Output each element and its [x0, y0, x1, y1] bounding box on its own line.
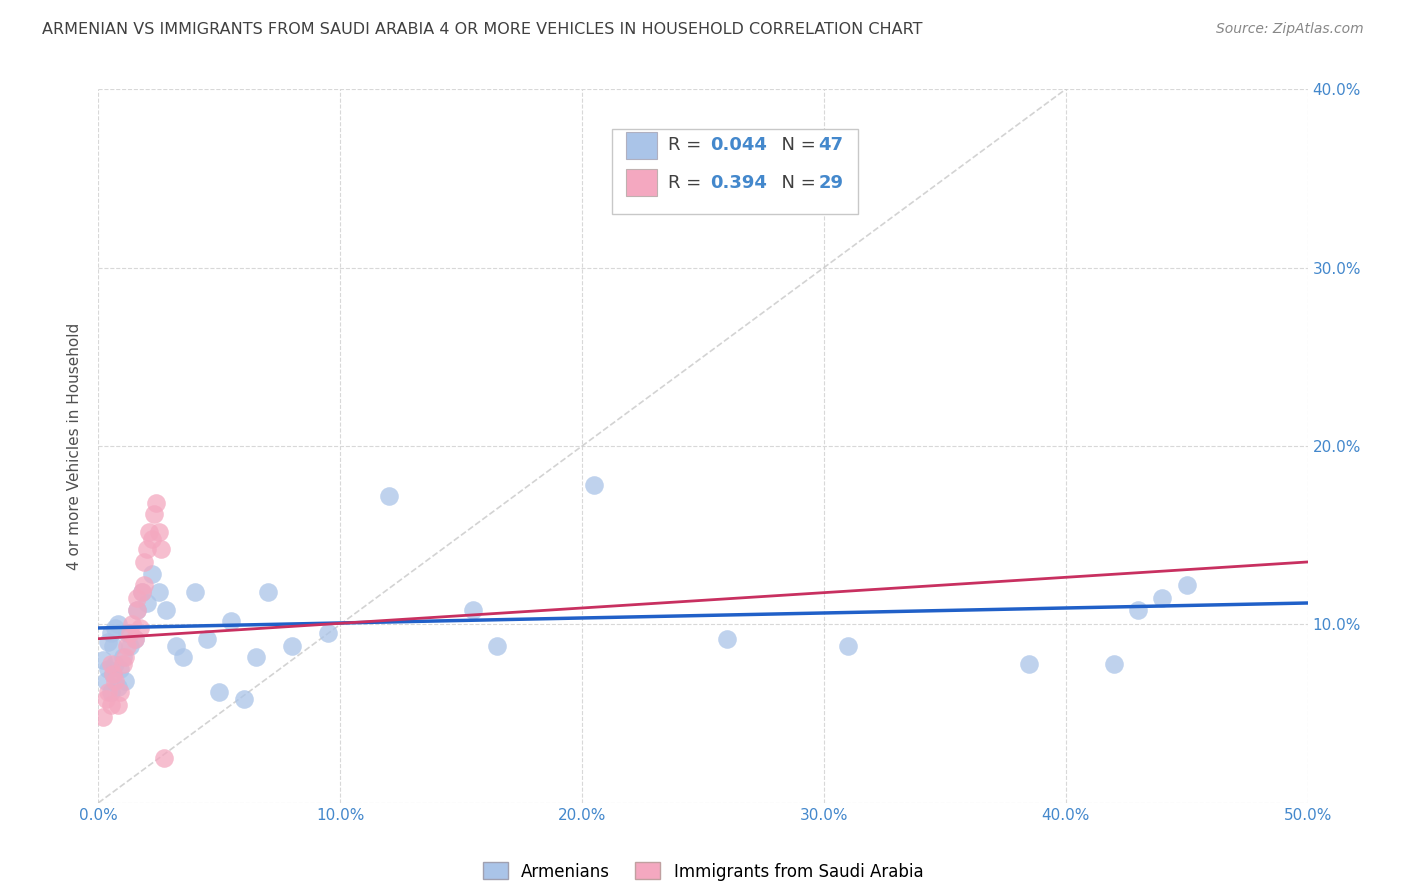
Point: [583, 478, 606, 492]
Text: ARMENIAN VS IMMIGRANTS FROM SAUDI ARABIA 4 OR MORE VEHICLES IN HOUSEHOLD CORRELA: ARMENIAN VS IMMIGRANTS FROM SAUDI ARABIA…: [42, 22, 922, 37]
Point: [138, 524, 160, 539]
Point: [104, 621, 127, 635]
Point: [155, 603, 177, 617]
Point: [135, 596, 157, 610]
Text: 47: 47: [818, 136, 844, 154]
Point: [108, 662, 131, 676]
Point: [148, 524, 170, 539]
Point: [104, 674, 127, 689]
Point: [131, 585, 153, 599]
Point: [184, 585, 207, 599]
Text: Source: ZipAtlas.com: Source: ZipAtlas.com: [1216, 22, 1364, 37]
Point: [1018, 657, 1040, 671]
Point: [232, 692, 254, 706]
Point: [114, 674, 136, 689]
Point: [141, 567, 163, 582]
Point: [150, 542, 173, 557]
Point: [1152, 591, 1174, 605]
Point: [143, 507, 166, 521]
Point: [97, 685, 120, 699]
Point: [101, 639, 124, 653]
Point: [108, 685, 131, 699]
Point: [91, 710, 114, 724]
Point: [100, 626, 122, 640]
Point: [172, 649, 194, 664]
Point: [104, 657, 127, 671]
Point: [101, 667, 124, 681]
Point: [128, 621, 150, 635]
Point: [127, 603, 149, 617]
Point: [117, 626, 139, 640]
Point: [94, 674, 117, 689]
Point: [165, 639, 187, 653]
Point: [134, 555, 156, 569]
Point: [100, 685, 122, 699]
Text: N =: N =: [770, 174, 823, 192]
Point: [135, 542, 157, 557]
Point: [141, 532, 163, 546]
Point: [111, 657, 134, 671]
Point: [107, 617, 129, 632]
Point: [124, 632, 146, 646]
Point: [152, 751, 174, 765]
Point: [97, 635, 120, 649]
Text: 29: 29: [818, 174, 844, 192]
Point: [148, 585, 170, 599]
Point: [208, 685, 231, 699]
Point: [195, 632, 218, 646]
Point: [716, 632, 738, 646]
Point: [127, 591, 149, 605]
Point: [101, 667, 124, 681]
Point: [837, 639, 859, 653]
Y-axis label: 4 or more Vehicles in Household: 4 or more Vehicles in Household: [67, 322, 83, 570]
Point: [111, 649, 134, 664]
Point: [1175, 578, 1198, 592]
Point: [94, 692, 117, 706]
Point: [1128, 603, 1150, 617]
Point: [100, 698, 122, 712]
Point: [107, 680, 129, 694]
Point: [221, 614, 243, 628]
Point: [316, 626, 339, 640]
Point: [377, 489, 399, 503]
Point: [118, 639, 141, 653]
Point: [256, 585, 278, 599]
Point: [281, 639, 304, 653]
Point: [134, 578, 156, 592]
Point: [117, 639, 139, 653]
Point: [245, 649, 267, 664]
Point: [107, 698, 129, 712]
Point: [121, 617, 143, 632]
Point: [145, 496, 167, 510]
Text: 0.044: 0.044: [710, 136, 766, 154]
Point: [91, 653, 114, 667]
Text: R =: R =: [668, 174, 707, 192]
Point: [124, 632, 146, 646]
Point: [692, 157, 714, 171]
Point: [100, 657, 122, 671]
Point: [463, 603, 485, 617]
Text: 0.394: 0.394: [710, 174, 766, 192]
Point: [97, 662, 120, 676]
Text: R =: R =: [668, 136, 707, 154]
Point: [1102, 657, 1125, 671]
Point: [114, 649, 136, 664]
Point: [118, 626, 141, 640]
Point: [127, 603, 149, 617]
Point: [131, 585, 153, 599]
Legend: Armenians, Immigrants from Saudi Arabia: Armenians, Immigrants from Saudi Arabia: [477, 855, 929, 888]
Point: [486, 639, 509, 653]
Text: N =: N =: [770, 136, 823, 154]
